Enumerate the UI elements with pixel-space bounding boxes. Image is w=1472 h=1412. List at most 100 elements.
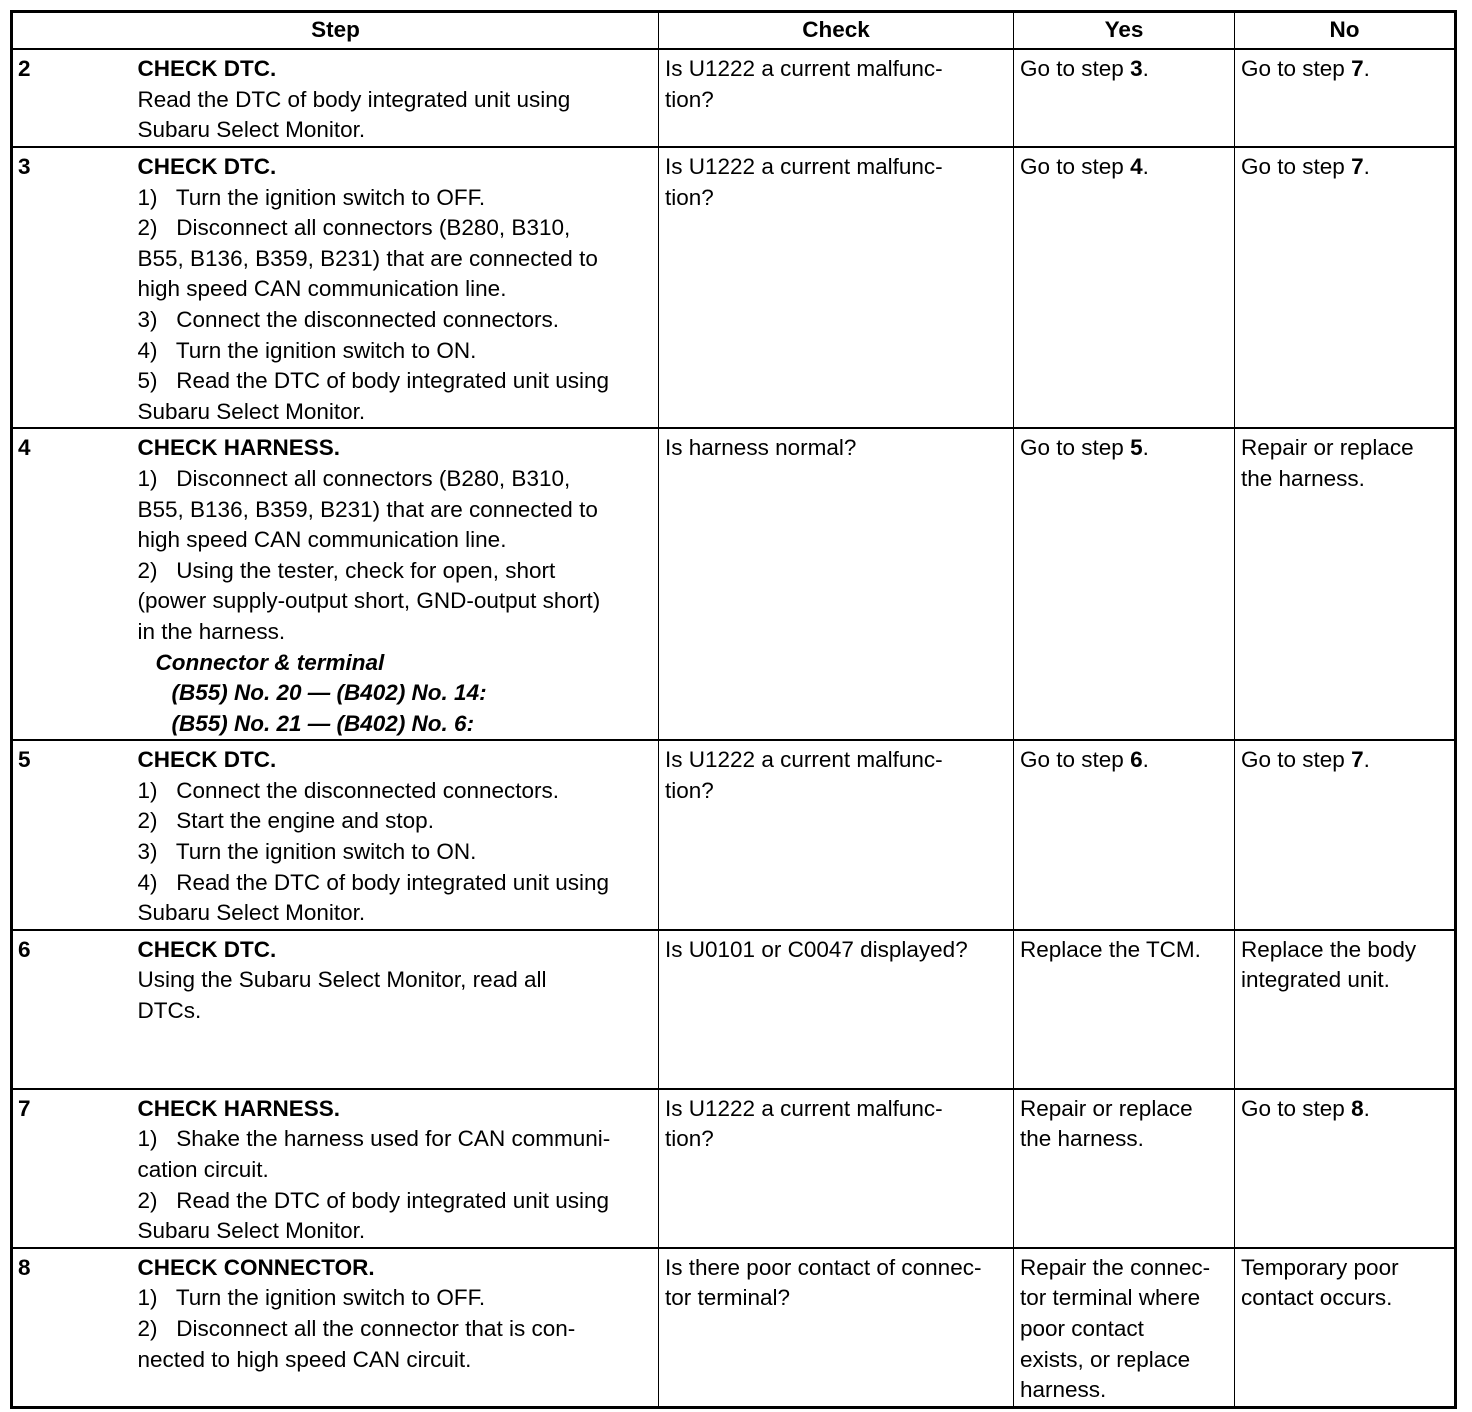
step-instruction: 2) Disconnect all the connector that is … <box>137 1316 576 1341</box>
check-cell: Is harness normal? <box>658 427 1015 741</box>
check-question: Is U1222 a current malfunc- <box>665 1095 943 1121</box>
yes-action-line: tor terminal where <box>1020 1285 1201 1311</box>
goto-suffix: . <box>1363 154 1370 179</box>
step-instruction: Subaru Select Monitor. <box>137 117 366 143</box>
step-instruction: high speed CAN communication line. <box>137 276 507 302</box>
goto-step-number: 3 <box>1130 56 1143 81</box>
table-row: 8 CHECK CONNECTOR. 1) Turn the ignition sw… <box>11 1246 1457 1408</box>
yes-action-line: poor contact <box>1020 1316 1144 1341</box>
yes-action-line: the harness. <box>1020 1126 1144 1152</box>
step-instruction: 1) Turn the ignition switch to OFF. <box>137 184 486 210</box>
step-instruction: 2) Read the DTC of body integrated unit … <box>137 1187 610 1213</box>
step-instruction: 4) Read the DTC of body integrated unit … <box>137 869 610 895</box>
no-action-line: integrated unit. <box>1241 967 1390 993</box>
no-action-line: Temporary poor <box>1241 1254 1399 1280</box>
check-cell: Is U1222 a current malfunc-tion? <box>658 1087 1015 1248</box>
check-question: tion? <box>665 184 714 210</box>
goto-step-number: 7 <box>1351 56 1364 81</box>
header-step: Step <box>10 11 660 50</box>
step-instruction: high speed CAN communication line. <box>137 527 507 553</box>
check-cell: Is U0101 or C0047 displayed? <box>658 928 1015 1089</box>
yes-cell: Go to step 5. <box>1013 427 1236 741</box>
header-row: Step Check Yes No <box>10 11 1457 50</box>
yes-action-line: Replace the TCM. <box>1020 936 1201 962</box>
goto-prefix: Go to step <box>1241 747 1352 773</box>
step-title: CHECK HARNESS. <box>137 435 341 461</box>
check-question: Is U0101 or C0047 displayed? <box>665 936 968 962</box>
check-question: Is there poor contact of connec- <box>665 1254 982 1280</box>
step-title: CHECK DTC. <box>137 936 277 962</box>
no-action-line: contact occurs. <box>1241 1285 1393 1311</box>
yes-cell: Go to step 6. <box>1013 739 1236 930</box>
step-number: 2 <box>11 48 138 147</box>
step-number: 6 <box>11 928 138 1089</box>
no-action-text: Go to step 7. <box>1241 152 1448 183</box>
step-instruction: in the harness. <box>137 618 286 644</box>
check-cell: Is there poor contact of connec-tor term… <box>658 1246 1015 1408</box>
check-cell: Is U1222 a current malfunc-tion? <box>658 739 1015 930</box>
no-cell: Go to step 7. <box>1234 48 1457 147</box>
goto-step-number: 5 <box>1130 435 1143 461</box>
step-instruction: cation circuit. <box>137 1157 269 1183</box>
step-instruction: 3) Connect the disconnected connectors. <box>137 306 560 332</box>
table-row: 7 CHECK HARNESS. 1) Shake the harness used… <box>11 1087 1457 1248</box>
goto-suffix: . <box>1142 747 1149 773</box>
goto-prefix: Go to step <box>1020 56 1131 81</box>
goto-step-number: 7 <box>1351 747 1364 773</box>
no-cell: Replace the body integrated unit. <box>1234 928 1457 1089</box>
step-number: 7 <box>11 1087 138 1248</box>
step-title: CHECK DTC. <box>137 747 277 773</box>
yes-action-text: Go to step 4. <box>1020 152 1228 183</box>
goto-step-number: 8 <box>1351 1095 1364 1121</box>
step-number: 4 <box>11 427 138 741</box>
step-instruction: DTCs. <box>137 998 202 1024</box>
check-question: tor terminal? <box>665 1285 791 1311</box>
goto-prefix: Go to step <box>1241 154 1352 179</box>
step-instruction: (power supply-output short, GND-output s… <box>137 588 601 614</box>
step-instruction: nected to high speed CAN circuit. <box>137 1346 472 1372</box>
step-instruction: 1) Shake the harness used for CAN commun… <box>137 1126 611 1152</box>
goto-suffix: . <box>1142 435 1149 461</box>
goto-prefix: Go to step <box>1020 747 1131 773</box>
step-content: CHECK HARNESS. 1) Disconnect all connecto… <box>137 427 660 741</box>
step-number: 3 <box>11 145 138 429</box>
check-question: Is U1222 a current malfunc- <box>665 56 943 81</box>
step-instruction: 1) Turn the ignition switch to OFF. <box>137 1285 486 1311</box>
step-content: CHECK DTC. Using the Subaru Select Monito… <box>137 928 660 1089</box>
step-instruction: Subaru Select Monitor. <box>137 900 366 926</box>
yes-cell: Replace the TCM. <box>1013 928 1236 1089</box>
step-instruction: 5) Read the DTC of body integrated unit … <box>137 368 610 394</box>
step-instruction: Subaru Select Monitor. <box>137 1218 366 1244</box>
yes-cell: Repair or replace the harness. <box>1013 1087 1236 1248</box>
no-action-line: Replace the body <box>1241 936 1417 962</box>
header-check: Check <box>658 11 1015 50</box>
check-question: Is U1222 a current malfunc- <box>665 747 943 773</box>
step-instruction: 1) Disconnect all connectors (B280, B310… <box>137 465 571 491</box>
header-yes: Yes <box>1013 11 1236 50</box>
step-instruction: 2) Disconnect all connectors (B280, B310… <box>137 215 571 241</box>
check-question: tion? <box>665 86 714 112</box>
step-instruction: 2) Using the tester, check for open, sho… <box>137 557 556 583</box>
goto-step-number: 4 <box>1130 154 1143 179</box>
goto-suffix: . <box>1142 56 1149 81</box>
no-action-text: Go to step 8. <box>1241 1094 1448 1125</box>
step-title: CHECK DTC. <box>137 56 277 81</box>
step-number: 8 <box>11 1246 138 1408</box>
no-action-text: Go to step 7. <box>1241 54 1448 85</box>
step-title: CHECK DTC. <box>137 154 277 179</box>
step-content: CHECK HARNESS. 1) Shake the harness used … <box>137 1087 660 1248</box>
check-question: tion? <box>665 777 714 803</box>
step-content: CHECK DTC. 1) Connect the disconnected co… <box>137 739 660 930</box>
table-row: 4 CHECK HARNESS. 1) Disconnect all connect… <box>11 427 1457 741</box>
no-cell: Go to step 7. <box>1234 145 1457 429</box>
step-content: CHECK DTC. Read the DTC of body integrate… <box>137 48 660 147</box>
step-content: CHECK CONNECTOR. 1) Turn the ignition swi… <box>137 1246 660 1408</box>
step-instruction: Connector & terminal <box>155 649 385 675</box>
goto-step-number: 6 <box>1130 747 1143 773</box>
yes-cell: Go to step 4. <box>1013 145 1236 429</box>
step-instruction: 4) Turn the ignition switch to ON. <box>137 337 477 363</box>
diagnostic-procedure-table: Step Check Yes No 2 CHECK DTC. Read the DT… <box>10 10 1458 1409</box>
header-no: No <box>1234 11 1457 50</box>
step-instruction: 1) Connect the disconnected connectors. <box>137 777 560 803</box>
no-action-line: Repair or replace <box>1241 435 1414 461</box>
